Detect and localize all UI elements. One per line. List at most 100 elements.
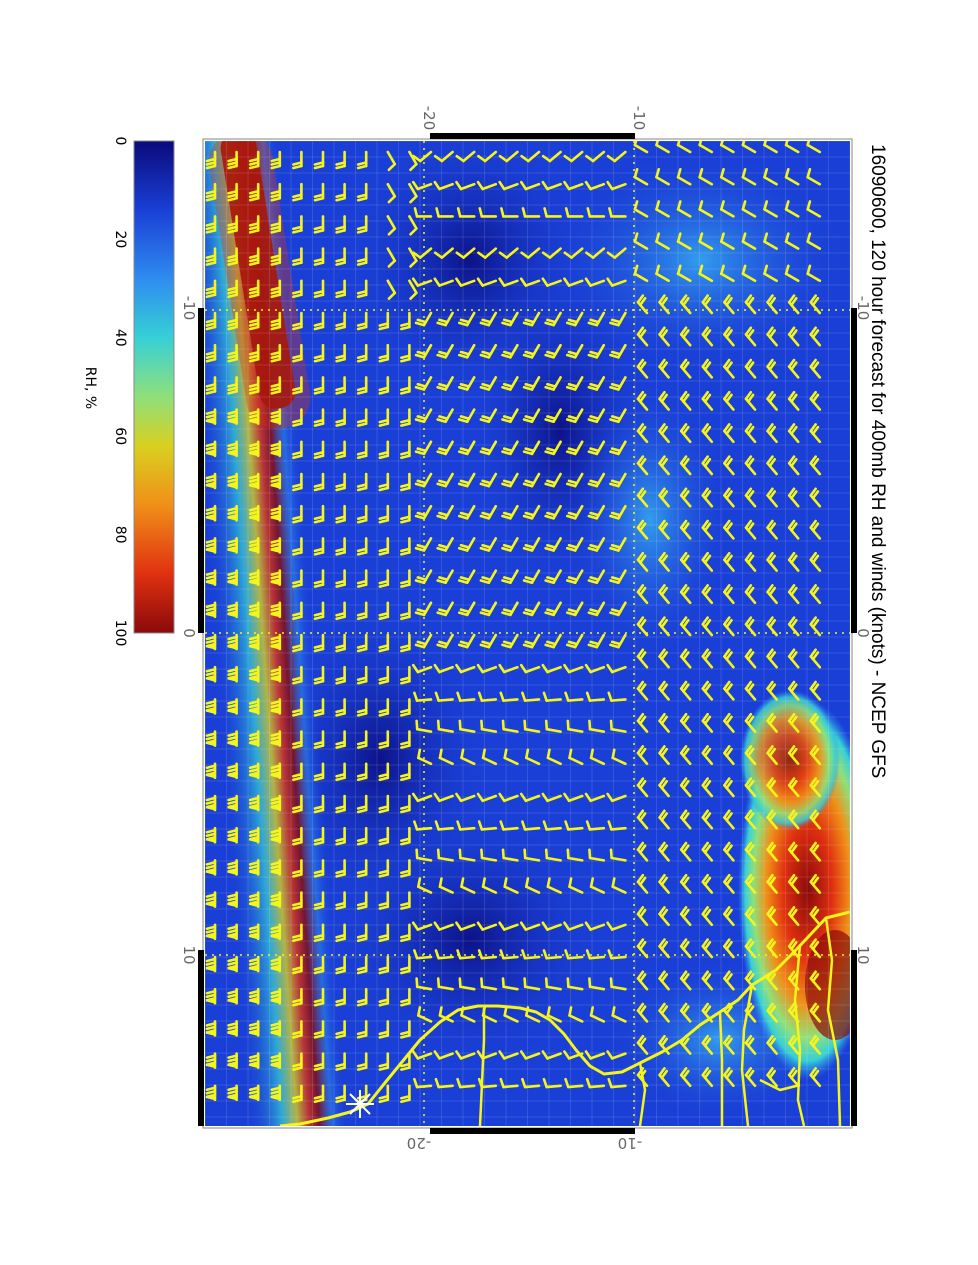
wind-barb [248, 279, 260, 299]
wind-barb [205, 826, 217, 844]
wind-barb [226, 601, 238, 619]
wind-barb [499, 1077, 519, 1089]
wind-barb [787, 809, 800, 830]
wind-barb [723, 294, 735, 315]
wind-barb [414, 440, 433, 456]
wind-barb [270, 730, 282, 747]
wind-barb [292, 891, 303, 910]
wind-barb [809, 1002, 822, 1023]
wind-barb [784, 141, 800, 154]
wind-barb [414, 311, 433, 327]
wind-barb [589, 877, 606, 894]
wind-barb [378, 859, 390, 878]
wind-barb [292, 215, 303, 234]
wind-barb [477, 949, 498, 960]
wind-barb [766, 487, 778, 508]
wind-barb [378, 665, 390, 685]
wind-barb [413, 207, 433, 218]
wind-barb [787, 455, 800, 476]
wind-barb [270, 891, 282, 908]
wind-barb [400, 665, 411, 685]
wind-barb [313, 923, 325, 943]
wind-barb [585, 820, 606, 831]
wind-barb [248, 698, 260, 715]
wind-barb [609, 376, 627, 391]
wind-barb [313, 891, 325, 910]
wind-barb [414, 633, 433, 649]
wind-barb [701, 841, 714, 862]
wind-barb [476, 180, 498, 191]
wind-barb [701, 1002, 714, 1023]
wind-barb [270, 987, 282, 1005]
wind-barb [226, 440, 238, 458]
wind-barb [766, 648, 778, 669]
wind-barb [292, 859, 303, 878]
wind-barb [460, 748, 476, 766]
wind-barb [723, 745, 735, 766]
wind-barb [658, 938, 670, 959]
wind-barb [679, 777, 692, 798]
wind-barb [400, 762, 411, 782]
wind-barb [787, 294, 800, 315]
wind-barb [501, 504, 519, 520]
wind-barb [587, 343, 606, 359]
wind-barb [335, 730, 346, 749]
wind-barb [541, 921, 562, 931]
wind-barb [292, 826, 303, 846]
wind-barb [636, 938, 649, 959]
wind-barb [658, 1067, 670, 1088]
wind-barb [609, 343, 627, 359]
wind-barb [658, 487, 670, 508]
wind-barb [766, 455, 778, 476]
wind-barb [378, 955, 390, 975]
wind-barb [356, 1052, 368, 1071]
wind-barb [766, 390, 778, 411]
wind-barb [205, 247, 217, 266]
wind-barb [408, 150, 418, 172]
wind-barb [636, 1034, 649, 1055]
wind-barb [636, 358, 649, 379]
wind-barb [408, 215, 418, 236]
wind-barb [787, 906, 800, 927]
wind-barb [270, 665, 282, 683]
wind-barb [227, 150, 238, 170]
wind-barb [541, 180, 562, 191]
wind-barb [408, 279, 418, 300]
wind-barb [766, 745, 778, 766]
wind-barb [313, 472, 325, 492]
wind-barb [766, 809, 778, 830]
colorbar-tick-label: 20 [112, 230, 128, 248]
wind-barb [378, 311, 390, 331]
wind-barb [400, 923, 411, 943]
wind-barb [313, 343, 325, 363]
wind-barb [723, 519, 735, 540]
wind-barb [270, 1052, 282, 1069]
wind-barb [248, 569, 260, 586]
wind-barb [679, 326, 692, 347]
wind-barb [414, 504, 433, 520]
wind-barb [248, 504, 260, 522]
wind-barb [270, 923, 282, 941]
wind-barb [719, 232, 735, 250]
wind-barb [479, 408, 498, 424]
wind-barb [701, 358, 714, 379]
wind-barb [313, 987, 325, 1007]
wind-barb [356, 472, 368, 492]
wind-barb [205, 891, 217, 908]
wind-barbs [205, 141, 822, 1104]
wind-barb [499, 949, 519, 960]
wind-barb [809, 841, 822, 862]
wind-barb [457, 504, 476, 520]
wind-barb [270, 504, 282, 522]
wind-barb [655, 167, 670, 186]
wind-barb [546, 1006, 562, 1023]
wind-barb [477, 1077, 498, 1089]
wind-barb [679, 455, 692, 476]
wind-barb [522, 408, 541, 424]
wind-barb [723, 551, 735, 572]
wind-barb [744, 584, 757, 605]
wind-barb [501, 343, 519, 359]
wind-barb [565, 504, 584, 520]
wind-barb [248, 923, 260, 941]
coastline-africa [279, 910, 850, 1126]
